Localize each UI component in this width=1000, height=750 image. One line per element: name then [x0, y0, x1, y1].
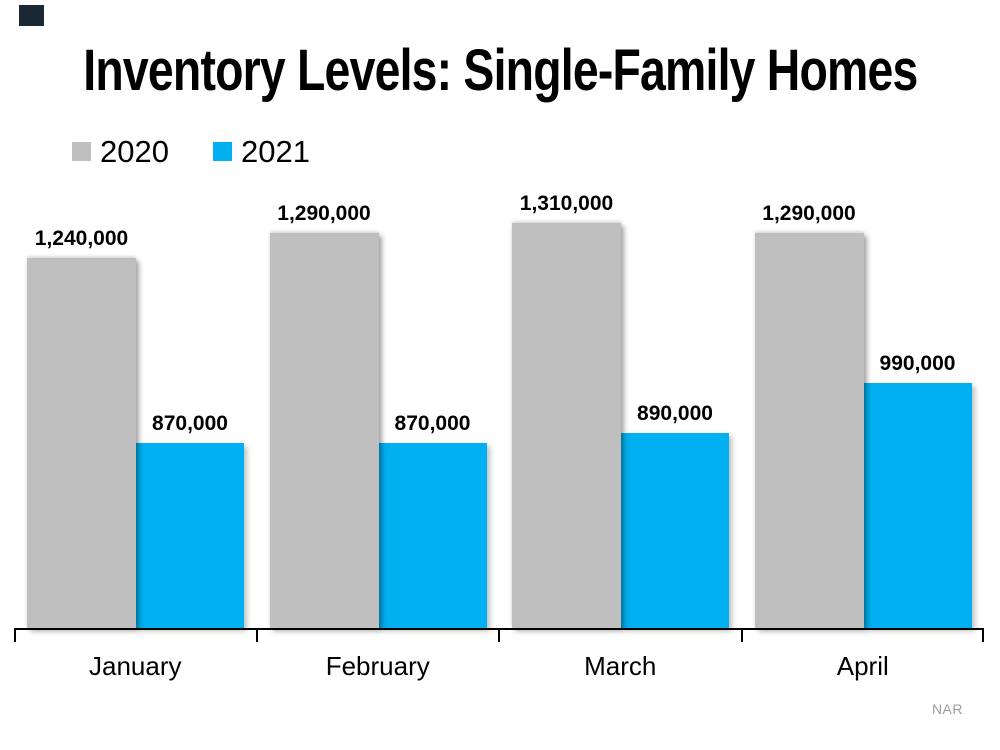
value-label-2020-february: 1,290,000	[277, 202, 371, 225]
title-container: Inventory Levels: Single-Family Homes	[0, 42, 1000, 100]
legend-item-2021: 2021	[212, 134, 310, 169]
legend-label-2020: 2020	[100, 134, 169, 169]
month-label-march: March	[584, 651, 657, 681]
value-label-2021-february: 870,000	[394, 412, 471, 435]
legend-item-2020: 2020	[72, 136, 169, 167]
bar-2021-january	[136, 443, 244, 628]
bar-group-march: 1,310,000 890,000	[499, 192, 742, 628]
bar-2020-march	[512, 223, 621, 628]
axis-tick	[255, 630, 258, 642]
chart-legend: 2020 2021	[72, 136, 310, 167]
value-label-2020-january: 1,240,000	[34, 227, 129, 250]
legend-label-2021: 2021	[240, 134, 310, 169]
bar-2021-april	[863, 383, 972, 628]
month-label-february: February	[325, 651, 430, 681]
value-label-2021-march: 890,000	[637, 402, 713, 425]
category-axis-labels: January February March April	[14, 651, 984, 682]
legend-swatch-2021	[212, 142, 232, 161]
axis-tick	[982, 630, 984, 642]
chart-title: Inventory Levels: Single-Family Homes	[82, 38, 918, 103]
bar-2021-march	[621, 433, 729, 628]
month-label-january: January	[89, 651, 182, 681]
corner-logo-mark	[19, 5, 44, 26]
plot-area: 1,240,000 870,000 1,290,000 870,000 1,31…	[14, 192, 985, 628]
bar-group-february: 1,290,000 870,000	[257, 202, 500, 628]
bar-2021-february	[378, 443, 487, 628]
axis-tick	[14, 630, 16, 642]
value-label-2021-april: 990,000	[879, 352, 956, 375]
bar-chart: 1,240,000 870,000 1,290,000 870,000 1,31…	[14, 192, 985, 682]
axis-tick	[498, 630, 500, 642]
bar-2020-february	[269, 233, 379, 628]
legend-swatch-2020	[72, 142, 91, 161]
source-attribution: NAR	[931, 701, 963, 717]
value-label-2020-march: 1,310,000	[519, 192, 614, 215]
x-axis	[14, 628, 984, 642]
value-label-2020-april: 1,290,000	[762, 202, 856, 225]
axis-tick	[740, 630, 743, 642]
month-label-april: April	[836, 651, 889, 681]
value-label-2021-january: 870,000	[152, 412, 228, 435]
bar-2020-january	[27, 258, 136, 628]
bar-2020-april	[754, 233, 864, 628]
bar-group-january: 1,240,000 870,000	[14, 218, 257, 628]
bar-group-april: 1,290,000 990,000	[742, 202, 985, 628]
